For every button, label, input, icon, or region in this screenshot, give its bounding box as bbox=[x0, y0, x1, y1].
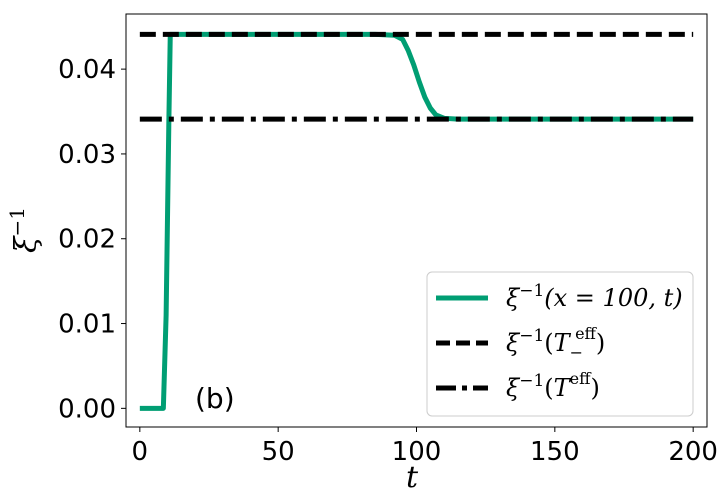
series-layer bbox=[139, 31, 694, 411]
y-tick-label: 0.03 bbox=[58, 140, 116, 170]
x-tick-label: 150 bbox=[530, 437, 580, 467]
x-tick-label: 50 bbox=[262, 437, 295, 467]
legend: ξ−1(x = 100, t) ξ−1(T−eff) ξ−1(Teff) bbox=[426, 271, 694, 417]
y-axis-label: ξ−1 bbox=[5, 207, 44, 253]
x-tick-label: 0 bbox=[132, 437, 149, 467]
legend-label-1: ξ−1(x = 100, t) bbox=[506, 281, 683, 312]
x-axis: 0 50 100 150 200 bbox=[132, 427, 718, 467]
legend-label-2: ξ−1(T−eff) bbox=[506, 324, 605, 362]
legend-label-3: ξ−1(Teff) bbox=[506, 369, 600, 402]
x-tick-label: 200 bbox=[668, 437, 718, 467]
y-tick-label: 0.04 bbox=[58, 55, 116, 85]
x-tick-label: 100 bbox=[392, 437, 442, 467]
y-axis: 0.00 0.01 0.02 0.03 0.04 bbox=[58, 55, 126, 424]
y-tick-label: 0.02 bbox=[58, 225, 116, 255]
panel-annotation: (b) bbox=[195, 382, 235, 415]
y-tick-label: 0.01 bbox=[58, 310, 116, 340]
y-tick-label: 0.00 bbox=[58, 394, 116, 424]
legend-box bbox=[426, 271, 694, 417]
x-axis-label: t bbox=[406, 460, 419, 495]
